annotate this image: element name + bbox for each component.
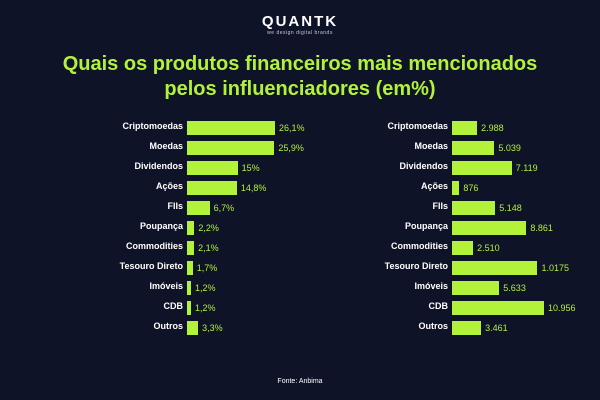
chart-row: Poupança 8.861 [330,218,590,238]
category-label: Poupança [139,221,183,231]
category-label: Criptomoedas [122,121,183,131]
category-label: FIIs [432,201,448,211]
data-bar [187,261,193,275]
data-bar [452,261,538,275]
category-label: Poupança [404,221,448,231]
category-label: FIIs [167,201,183,211]
category-label: Moedas [414,141,448,151]
data-bar [452,121,478,135]
data-bar [187,141,275,155]
category-label: Criptomoedas [387,121,448,131]
category-label: Commodities [390,241,448,251]
value-label: 26,1% [279,123,305,133]
data-bar [452,201,496,215]
value-label: 14,8% [240,183,267,193]
value-label: 3,3% [202,323,223,333]
chart-row: Outros 3,3% [30,318,330,338]
value-label: 5.148 [499,203,522,213]
value-label: 2,1% [198,243,219,253]
chart-row: CDB 10.956 [330,298,590,318]
value-label: 1,2% [195,283,216,293]
data-bar [452,301,544,315]
value-label: 15% [241,163,260,173]
chart-row: Imóveis 1,2% [30,278,330,298]
category-label: Ações [420,181,448,191]
value-label: 5.039 [498,143,521,153]
chart-row: FIIs 5.148 [330,198,590,218]
data-bar [187,121,275,135]
data-bar [187,321,199,335]
data-bar [187,161,238,175]
category-label: Dividendos [399,161,448,171]
data-bar [452,161,512,175]
chart-row: FIIs 6,7% [30,198,330,218]
category-label: Ações [155,181,183,191]
chart-row: Commodities 2.510 [330,238,590,258]
chart-row: Imóveis 5.633 [330,278,590,298]
chart-row: Dividendos 15% [30,158,330,178]
data-bar [187,201,210,215]
category-label: Tesouro Direto [119,261,183,271]
chart-row: Moedas 5.039 [330,138,590,158]
chart-row: Outros 3.461 [330,318,590,338]
chart-row: Commodities 2,1% [30,238,330,258]
chart-row: Dividendos 7.119 [330,158,590,178]
category-label: Imóveis [149,281,183,291]
chart-row: CDB 1,2% [30,298,330,318]
value-label: 2.510 [477,243,500,253]
brand-logo: QUANTK we design digital brands [0,14,600,37]
category-label: CDB [163,301,184,311]
chart-row: Poupança 2,2% [30,218,330,238]
chart-title: Quais os produtos financeiros mais menci… [62,53,538,100]
source-note: Fonte: Anbima [277,378,323,385]
data-bar [187,241,195,255]
value-label: 7.119 [515,163,538,173]
value-label: 10.956 [548,303,576,313]
category-label: Commodities [125,241,183,251]
data-bar [187,221,195,235]
chart-row: Tesouro Direto 1,7% [30,258,330,278]
data-bar [452,241,474,255]
data-bar [452,141,495,155]
brand-name: QUANTK [261,13,339,30]
value-label: 25,9% [278,143,304,153]
chart-row: Criptomoedas 2.988 [330,118,590,138]
data-bar [452,181,460,195]
data-bar [452,281,500,295]
chart-row: Criptomoedas 26,1% [30,118,330,138]
value-label: 8.861 [530,223,553,233]
category-label: Outros [418,321,448,331]
value-label: 2.988 [481,123,504,133]
data-bar [187,181,237,195]
value-label: 6,7% [213,203,235,213]
category-label: Imóveis [414,281,448,291]
data-bar [187,281,192,295]
value-label: 1.0175 [541,263,569,273]
value-label: 1,7% [196,263,218,273]
left-bar-chart: Criptomoedas 26,1% Moedas 25,9% Dividendos 15… [30,118,330,348]
category-label: Dividendos [134,161,183,171]
data-bar [187,301,192,315]
category-label: Outros [153,321,183,331]
value-label: 1,2% [195,303,216,313]
chart-row: Ações 876 [330,178,590,198]
right-bar-chart: Criptomoedas 2.988 Moedas 5.039 Dividendos 7.… [330,118,590,348]
category-label: Moedas [149,141,183,151]
value-label: 876 [463,183,479,193]
chart-row: Tesouro Direto 1.0175 [330,258,590,278]
chart-row: Moedas 25,9% [30,138,330,158]
value-label: 5.633 [503,283,526,293]
value-label: 3.461 [485,323,508,333]
data-bar [452,321,482,335]
brand-tagline: we design digital brands [267,30,333,36]
chart-row: Ações 14,8% [30,178,330,198]
category-label: Tesouro Direto [384,261,448,271]
category-label: CDB [428,301,449,311]
value-label: 2,2% [198,223,219,233]
data-bar [452,221,527,235]
